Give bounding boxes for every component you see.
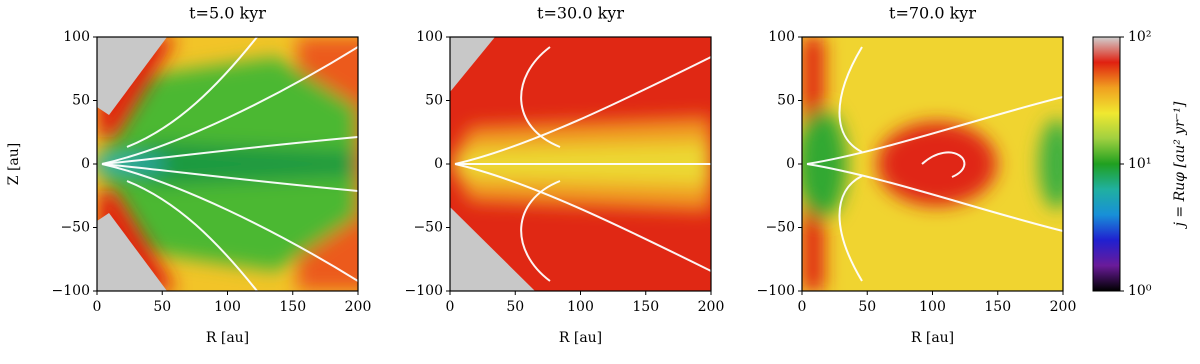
field-image: [450, 37, 711, 291]
x-tick-label: 0: [446, 299, 455, 315]
x-tick-label: 100: [567, 299, 594, 315]
y-tick-label: −100: [52, 283, 90, 299]
field-image: [802, 37, 1063, 291]
x-axis-label: R [au]: [911, 330, 954, 346]
field-image: [97, 37, 358, 291]
y-tick-label: −100: [757, 283, 795, 299]
y-tick-label: 50: [425, 93, 443, 109]
x-tick-label: 100: [919, 299, 946, 315]
y-tick-label: −100: [405, 283, 443, 299]
colorbar-label: j = Ruφ [au² yr⁻¹]: [1172, 101, 1188, 229]
y-tick-label: 0: [786, 156, 795, 172]
y-tick-label: 50: [777, 93, 795, 109]
y-tick-label: 0: [81, 156, 90, 172]
panel-title: t=5.0 kyr: [189, 4, 266, 23]
y-tick-label: 50: [72, 93, 90, 109]
colorbar: [1092, 36, 1121, 292]
x-tick-label: 100: [214, 299, 241, 315]
panel-title: t=30.0 kyr: [537, 4, 624, 23]
y-tick-label: −50: [765, 220, 795, 236]
x-axis-label: R [au]: [559, 330, 602, 346]
x-tick-label: 200: [345, 299, 372, 315]
x-tick-label: 150: [632, 299, 659, 315]
colorbar-tick-label: 10¹: [1128, 156, 1151, 172]
panel-title: t=70.0 kyr: [889, 4, 976, 23]
x-tick-label: 200: [698, 299, 725, 315]
y-tick-label: 100: [63, 29, 90, 45]
x-tick-label: 150: [984, 299, 1011, 315]
x-tick-label: 50: [858, 299, 876, 315]
colorbar-tick-label: 10²: [1128, 29, 1151, 45]
x-tick-label: 50: [153, 299, 171, 315]
x-tick-label: 200: [1050, 299, 1077, 315]
y-axis-label: Z [au]: [6, 143, 22, 185]
y-tick-label: 100: [416, 29, 443, 45]
x-tick-label: 0: [798, 299, 807, 315]
y-tick-label: 100: [768, 29, 795, 45]
x-tick-label: 150: [279, 299, 306, 315]
y-tick-label: −50: [60, 220, 90, 236]
colorbar-tick-label: 10⁰: [1128, 283, 1152, 299]
x-axis-label: R [au]: [206, 330, 249, 346]
y-tick-label: 0: [434, 156, 443, 172]
y-tick-label: −50: [413, 220, 443, 236]
x-tick-label: 50: [506, 299, 524, 315]
x-tick-label: 0: [93, 299, 102, 315]
